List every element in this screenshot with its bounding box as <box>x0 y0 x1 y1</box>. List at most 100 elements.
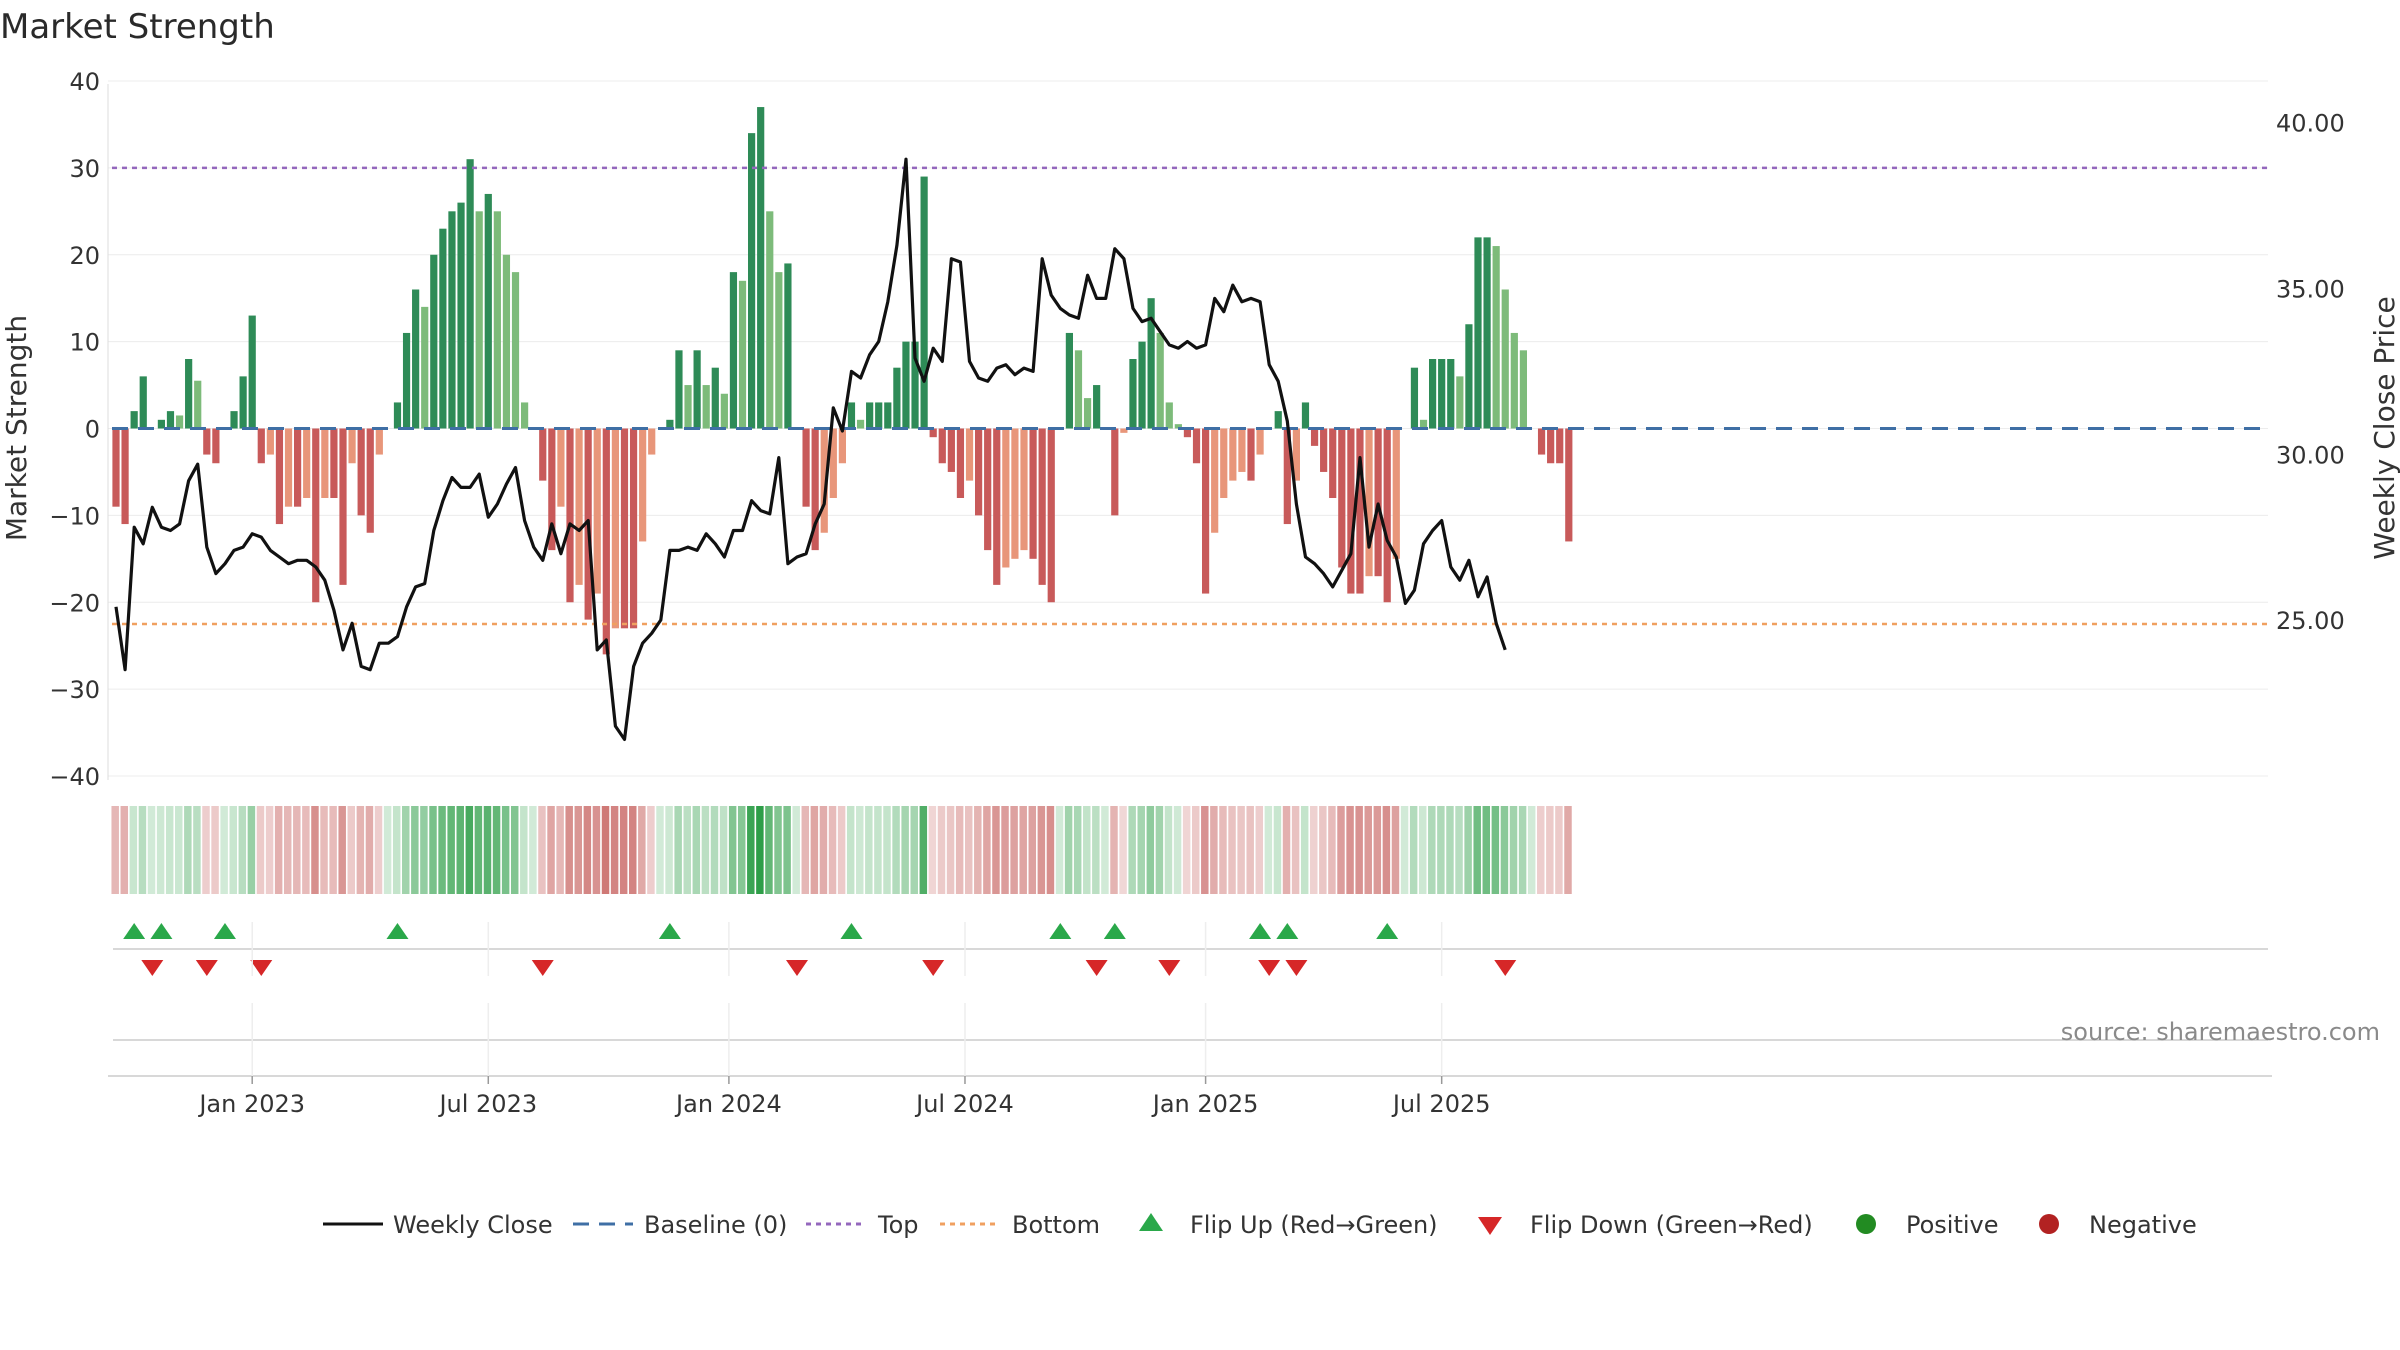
strip-cell <box>810 806 819 894</box>
strength-bar <box>811 428 819 551</box>
strength-bar <box>284 428 293 507</box>
legend-top: Top <box>877 1211 919 1239</box>
flip-down-marker <box>1258 960 1281 976</box>
y-tick-right-label: 25.00 <box>2276 607 2345 635</box>
strength-bar <box>893 367 901 429</box>
strength-bar <box>303 428 311 498</box>
strength-bar <box>639 428 647 542</box>
strength-bar <box>1011 428 1019 559</box>
strip-cell <box>610 806 619 894</box>
legend-flip-up: Flip Up (Red→Green) <box>1190 1211 1438 1239</box>
strength-bar <box>475 211 483 429</box>
strip-cell <box>1010 806 1018 894</box>
strength-bar <box>212 428 220 464</box>
strength-bar <box>784 263 792 429</box>
strip-cell <box>293 806 301 894</box>
strength-bar <box>421 306 429 429</box>
strip-cell <box>992 806 1000 894</box>
strength-bar <box>1501 289 1509 429</box>
strength-bar <box>248 315 256 429</box>
strip-cell <box>529 806 537 894</box>
strip-cell <box>456 806 464 894</box>
strip-cell <box>129 806 138 894</box>
strength-bar <box>175 415 184 429</box>
strip-cell <box>1409 806 1418 894</box>
strength-bar <box>902 341 910 429</box>
strip-cell <box>1055 806 1064 894</box>
strength-bar <box>357 428 365 516</box>
strip-cell <box>737 806 746 894</box>
strip-cell <box>501 806 510 894</box>
strip-cell <box>1464 806 1472 894</box>
strength-bar <box>1220 428 1228 498</box>
strength-bar <box>1083 398 1092 429</box>
negative-dot-icon <box>2039 1214 2059 1234</box>
strip-cell <box>656 806 664 894</box>
strip-cell <box>320 806 328 894</box>
strength-bar <box>1492 246 1500 429</box>
flip-down-marker <box>195 960 218 976</box>
strength-bar <box>1419 419 1428 429</box>
strip-cell <box>311 806 319 894</box>
strip-cell <box>1364 806 1372 894</box>
strip-cell <box>1191 806 1200 894</box>
positive-dot-icon <box>1856 1214 1876 1234</box>
strip-cell <box>865 806 873 894</box>
strength-bar <box>393 402 402 429</box>
x-axis-ticks: Jan 2023 Jul 2023 Jan 2024 Jul 2024 Jan 2025… <box>197 922 1491 1118</box>
strength-bar <box>1483 237 1491 429</box>
strength-bar <box>1002 428 1010 568</box>
strip-cell <box>1473 806 1481 894</box>
flip-down-marker <box>922 960 945 976</box>
flip-down-marker <box>1494 960 1517 976</box>
strength-bar <box>1156 332 1164 429</box>
strip-cell <box>774 806 782 894</box>
strip-cell <box>465 806 474 894</box>
strength-bar <box>1374 428 1382 577</box>
strength-bar <box>1510 332 1518 429</box>
strip-cell <box>220 806 228 894</box>
strength-bar <box>294 428 302 507</box>
strip-cell <box>211 806 219 894</box>
y-tick-left-label: −20 <box>49 589 100 617</box>
strength-bar <box>675 350 683 429</box>
strength-bar <box>920 176 928 429</box>
strength-bar <box>1247 428 1255 481</box>
strip-cell <box>1282 806 1291 894</box>
strength-bar <box>1338 428 1346 568</box>
strength-bar <box>339 428 347 585</box>
flip-up-marker <box>1103 923 1126 939</box>
y-tick-left-label: 40 <box>69 68 100 96</box>
flip-down-marker <box>1285 960 1308 976</box>
strip-cell <box>1418 806 1427 894</box>
strength-bar <box>1274 411 1282 429</box>
strength-bar <box>185 359 193 429</box>
strength-bar <box>620 428 629 629</box>
strength-bar <box>829 428 837 498</box>
strip-cell <box>1509 806 1518 894</box>
strength-bar <box>929 428 937 438</box>
weekly-close-line <box>114 157 1507 741</box>
strip-cell <box>510 806 519 894</box>
strip-cell <box>483 806 492 894</box>
strip-cell <box>1101 806 1109 894</box>
strength-bar <box>1174 424 1182 429</box>
strip-cell <box>846 806 855 894</box>
strip-cell <box>1455 806 1463 894</box>
strip-cell <box>447 806 455 894</box>
strip-cell <box>184 806 192 894</box>
strength-bar <box>1292 428 1300 481</box>
strip-cell <box>247 806 256 894</box>
strength-bar <box>1111 428 1119 516</box>
strength-bar <box>1565 428 1573 542</box>
strip-cell <box>1500 806 1509 894</box>
strip-cell <box>1546 806 1554 894</box>
strength-bar <box>802 428 810 507</box>
flip-up-icon <box>1139 1213 1163 1231</box>
strength-bar <box>1029 428 1037 559</box>
strip-cell <box>1146 806 1155 894</box>
strip-cell <box>1119 806 1127 894</box>
strength-bar <box>1238 428 1246 472</box>
strength-bar <box>1556 428 1564 464</box>
strip-cell <box>1210 806 1218 894</box>
